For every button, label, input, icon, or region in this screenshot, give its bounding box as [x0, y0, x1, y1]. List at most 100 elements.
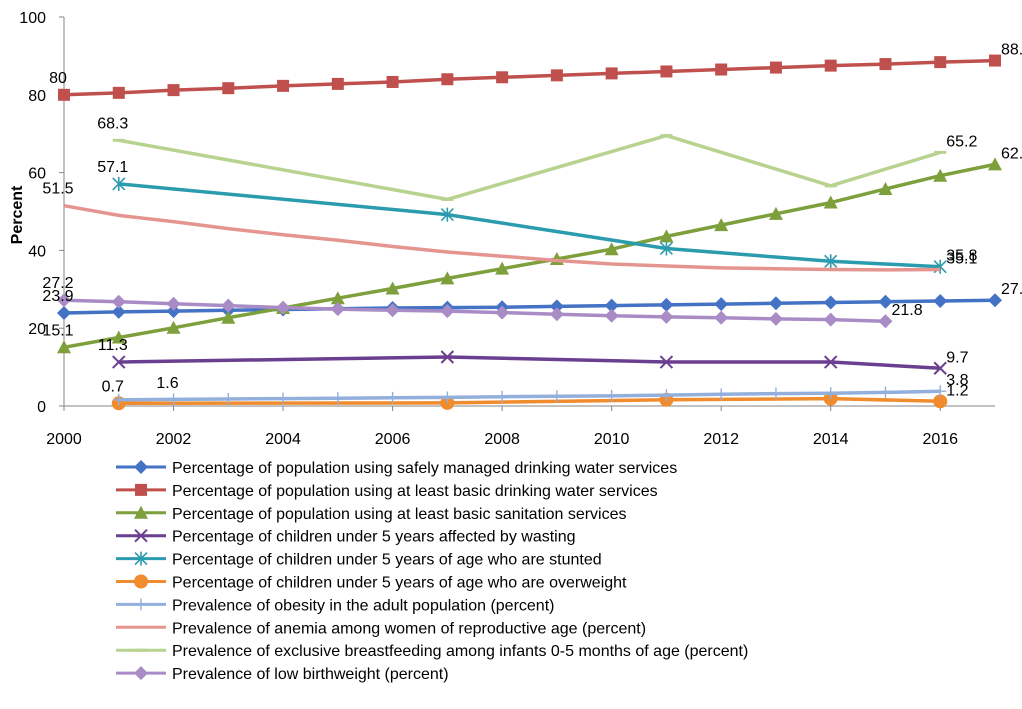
data-point [878, 181, 893, 195]
series-line [63, 58, 996, 97]
data-point [933, 361, 947, 375]
data-point [878, 294, 893, 309]
series-2 [58, 54, 1001, 101]
x-tick-label: 2014 [813, 431, 849, 448]
data-point [385, 303, 400, 318]
data-point [386, 391, 399, 404]
data-point [221, 298, 236, 313]
data-point [496, 390, 509, 403]
legend-label: Percentage of population using safely ma… [172, 460, 677, 477]
legend-marker [134, 528, 148, 543]
series-line [118, 133, 941, 202]
data-point [934, 56, 947, 69]
legend-label: Percentage of population using at least … [172, 506, 627, 523]
legend-item-4: Percentage of children under 5 years aff… [116, 529, 576, 546]
data-point [768, 206, 783, 220]
data-point [933, 168, 948, 182]
legend-marker [134, 574, 148, 589]
data-point [440, 271, 455, 285]
data-point [659, 229, 674, 243]
data-point [879, 386, 892, 399]
data-point [112, 86, 125, 99]
data-point [823, 195, 838, 209]
legend-label: Prevalence of anemia among women of repr… [172, 620, 646, 637]
data-point [604, 242, 619, 256]
legend-label: Prevalence of exclusive breastfeeding am… [172, 643, 748, 660]
data-point [167, 393, 180, 406]
series-8 [63, 203, 941, 272]
data-point [441, 73, 454, 86]
data-point [659, 309, 674, 324]
legend-label: Percentage of children under 5 years of … [172, 575, 627, 592]
legend-marker [134, 666, 148, 681]
legend-marker [134, 551, 148, 566]
data-point [111, 330, 126, 344]
series-line [118, 389, 941, 402]
data-point [660, 389, 673, 402]
data-point [331, 77, 344, 90]
data-point [769, 61, 782, 74]
data-label: 15.1 [42, 322, 73, 339]
x-tick-label: 2012 [703, 431, 739, 448]
legend-marker [134, 505, 148, 519]
legend-item-9: Prevalence of exclusive breastfeeding am… [116, 643, 748, 660]
legend-item-3: Percentage of population using at least … [116, 505, 627, 523]
legend-item-8: Prevalence of anemia among women of repr… [116, 620, 646, 637]
data-point [824, 59, 837, 72]
y-tick-label: 100 [19, 10, 46, 27]
data-label: 51.5 [42, 181, 73, 198]
data-label: 9.7 [946, 349, 968, 366]
data-point [166, 320, 181, 334]
data-label: 80 [49, 70, 67, 87]
legend-label: Percentage of population using at least … [172, 483, 658, 500]
data-point [878, 314, 893, 329]
series-1 [57, 293, 1002, 321]
y-tick-label: 60 [28, 166, 46, 183]
legend-item-1: Percentage of population using safely ma… [116, 460, 677, 477]
y-tick-label: 40 [28, 243, 46, 260]
data-point [604, 298, 619, 313]
data-point [823, 355, 838, 369]
series-line [118, 182, 941, 269]
data-point [112, 355, 126, 369]
data-point [823, 295, 838, 310]
data-label: 65.2 [946, 133, 977, 150]
data-point [495, 261, 510, 275]
data-label: 27.2 [42, 275, 73, 292]
data-label: 11.3 [98, 337, 128, 354]
data-point [550, 390, 563, 403]
data-point [988, 293, 1002, 308]
x-tick-label: 2004 [265, 431, 301, 448]
legend: Percentage of population using safely ma… [116, 460, 748, 683]
data-point [112, 176, 126, 191]
data-label: 1.6 [156, 375, 178, 392]
data-labels: 23.927.28088.815.162.111.39.757.135.80.7… [42, 42, 1022, 400]
data-point [714, 310, 729, 325]
legend-marker [134, 460, 148, 474]
data-point [277, 392, 290, 405]
data-point [989, 54, 1001, 67]
x-tick-label: 2000 [46, 431, 82, 448]
data-point [440, 304, 455, 319]
data-point [441, 391, 454, 404]
data-label: 35.1 [946, 250, 977, 267]
data-point [549, 307, 564, 322]
legend-item-6: Percentage of children under 5 years of … [116, 574, 627, 592]
data-point [167, 84, 180, 97]
data-point [934, 385, 947, 398]
x-tick-label: 2010 [594, 431, 630, 448]
data-point [660, 65, 673, 78]
data-label: 23.9 [42, 288, 73, 305]
data-point [988, 157, 1002, 171]
data-point [549, 299, 564, 314]
legend-label: Prevalence of obesity in the adult popul… [172, 597, 554, 614]
data-label: 62.1 [1001, 145, 1022, 162]
x-tick-label: 2008 [484, 431, 520, 448]
data-point [440, 207, 454, 222]
data-label: 21.8 [891, 302, 922, 319]
data-point [58, 88, 70, 101]
series-line [118, 355, 941, 371]
series-line [63, 298, 996, 315]
data-label: 35.8 [946, 248, 977, 265]
